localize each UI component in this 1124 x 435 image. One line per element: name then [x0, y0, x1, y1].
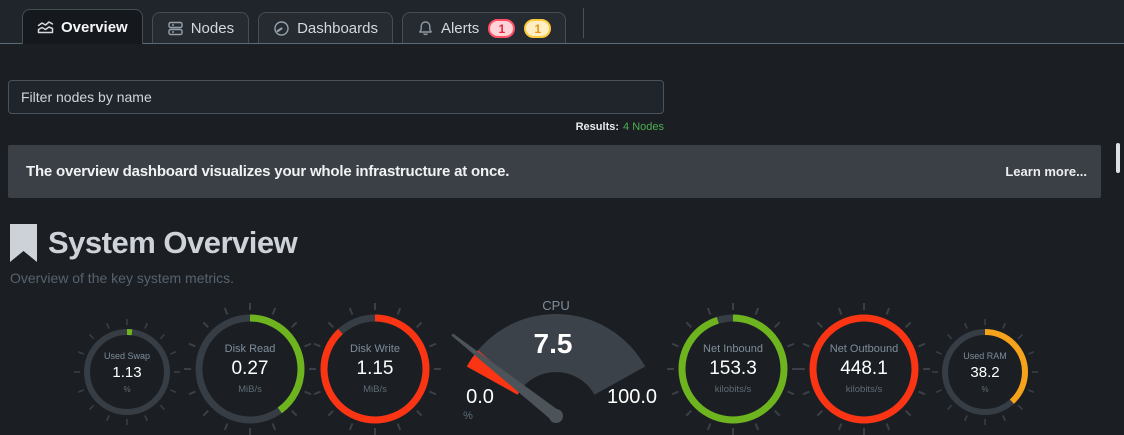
nodes-icon: [167, 20, 184, 37]
tab-nodes[interactable]: Nodes: [151, 12, 250, 44]
tab-divider: [583, 8, 585, 38]
alerts-critical-badge[interactable]: 1: [488, 19, 516, 38]
tab-label: Nodes: [190, 20, 235, 37]
gauge-used-ram[interactable]: Used RAM 38.2 %: [929, 316, 1041, 428]
alerts-icon: [417, 20, 434, 37]
filter-section: Results:4 Nodes: [8, 80, 664, 133]
gauge-disk-write[interactable]: Disk Write 1.15 MiB/s: [305, 299, 445, 435]
tab-overview[interactable]: Overview: [22, 9, 143, 44]
gauge-used-swap[interactable]: Used Swap 1.13 %: [71, 316, 183, 428]
tab-dashboards[interactable]: Dashboards: [258, 12, 393, 44]
gauge-title: CPU: [542, 298, 570, 313]
section-header: System Overview: [10, 224, 1124, 267]
gauge-min-label: 0.0: [466, 386, 494, 408]
overview-icon: [37, 19, 54, 36]
scrollbar-thumb[interactable]: [1116, 143, 1120, 173]
filter-nodes-input[interactable]: [8, 80, 664, 114]
dashboards-icon: [273, 20, 290, 37]
tab-label: Alerts: [440, 20, 480, 37]
gauge-net-inbound[interactable]: Net Inbound 153.3 kilobits/s: [663, 299, 803, 435]
alerts-warning-badge[interactable]: 1: [524, 19, 552, 38]
bookmark-icon: [10, 224, 37, 267]
banner-text: The overview dashboard visualizes your w…: [26, 163, 510, 180]
results-label: Results:: [575, 121, 620, 133]
top-tab-bar: Overview Nodes Dashboards: [0, 0, 1124, 44]
gauge-disk-read[interactable]: Disk Read 0.27 MiB/s: [180, 299, 320, 435]
gauge-unit: %: [463, 410, 473, 422]
tab-alerts[interactable]: Alerts 1 1: [401, 12, 567, 44]
gauge-max-label: 100.0: [606, 386, 658, 408]
results-summary: Results: 4 Nodes: [8, 121, 664, 133]
learn-more-link[interactable]: Learn more...: [1005, 164, 1087, 179]
info-banner: The overview dashboard visualizes your w…: [8, 145, 1101, 198]
gauge-value: 7.5: [533, 328, 573, 359]
gauge-cpu[interactable]: CPU 7.5 0.0 100.0 %: [446, 296, 666, 435]
gauge-net-outbound[interactable]: Net Outbound 448.1 kilobits/s: [794, 299, 934, 435]
tab-bar-border: [0, 43, 1124, 44]
tab-label: Overview: [61, 18, 128, 36]
results-count: 4 Nodes: [623, 121, 664, 133]
section-subtitle: Overview of the key system metrics.: [10, 270, 235, 286]
page-title: System Overview: [48, 225, 298, 260]
tab-label: Dashboards: [297, 20, 378, 37]
